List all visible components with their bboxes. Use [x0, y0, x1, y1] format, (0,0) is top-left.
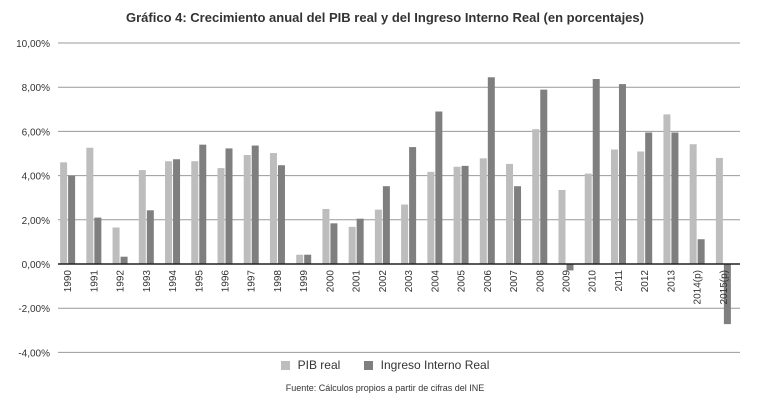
x-tick-label: 1995 — [194, 270, 205, 293]
x-tick-label: 1998 — [273, 270, 284, 293]
legend: PIB real Ingreso Interno Real — [0, 358, 770, 373]
bar-pib — [558, 189, 566, 264]
x-tick-label: 1999 — [299, 270, 310, 293]
bar-pib — [637, 151, 645, 264]
bar-ingreso — [697, 239, 705, 264]
x-tick-label: 1993 — [142, 270, 153, 293]
bar-pib — [243, 155, 251, 264]
bar-pib — [86, 147, 94, 264]
bar-pib — [138, 170, 146, 264]
bar-ingreso — [618, 84, 626, 264]
bar-ingreso — [487, 77, 495, 264]
bar-pib — [427, 171, 435, 264]
x-tick-label: 1997 — [247, 270, 258, 293]
bar-pib — [584, 173, 592, 264]
x-tick-label: 2011 — [614, 270, 625, 292]
bar-ingreso — [330, 223, 338, 264]
bar-ingreso — [277, 165, 285, 264]
legend-item-ingreso: Ingreso Interno Real — [363, 358, 490, 372]
bar-ingreso — [173, 159, 181, 264]
bar-ingreso — [68, 175, 76, 264]
bar-ingreso — [723, 264, 731, 325]
x-tick-label: 2008 — [535, 270, 546, 293]
bar-ingreso — [225, 148, 233, 264]
bar-pib — [401, 204, 409, 264]
bar-pib — [689, 144, 697, 264]
bar-pib — [479, 158, 487, 264]
bar-pib — [374, 209, 382, 264]
bar-pib — [610, 149, 618, 264]
bar-pib — [506, 163, 514, 264]
x-tick-label: 2010 — [588, 270, 599, 293]
bar-pib — [532, 129, 540, 264]
bar-ingreso — [409, 147, 417, 264]
bar-ingreso — [435, 111, 443, 264]
legend-swatch — [363, 360, 373, 370]
bar-ingreso — [356, 218, 364, 264]
bar-pib — [453, 166, 461, 264]
bar-pib — [348, 226, 356, 264]
bar-pib — [165, 161, 173, 264]
bar-pib — [217, 168, 225, 264]
legend-swatch — [280, 360, 290, 370]
bar-ingreso — [540, 89, 548, 264]
x-tick-label: 2001 — [352, 270, 363, 293]
bar-ingreso — [120, 256, 128, 264]
x-tick-label: 2013 — [666, 270, 677, 293]
bar-ingreso — [645, 132, 653, 264]
x-tick-label: 2003 — [404, 270, 415, 293]
y-tick-label: 10,00% — [16, 39, 50, 50]
bar-pib — [191, 161, 199, 264]
y-tick-label: 2,00% — [22, 216, 50, 227]
legend-item-pib: PIB real — [280, 358, 341, 372]
bar-ingreso — [514, 186, 522, 264]
x-tick-label: 2000 — [325, 270, 336, 293]
x-tick-label: 1990 — [63, 270, 74, 293]
bar-pib — [296, 254, 304, 264]
bar-pib — [60, 162, 68, 264]
x-tick-label: 2007 — [509, 270, 520, 293]
bar-ingreso — [382, 186, 390, 264]
bar-pib — [715, 157, 723, 264]
x-tick-label: 1996 — [221, 270, 232, 293]
x-tick-label: 2006 — [483, 270, 494, 293]
legend-label: Ingreso Interno Real — [380, 358, 490, 372]
bar-ingreso — [199, 144, 207, 264]
legend-label: PIB real — [297, 358, 341, 372]
bar-pib — [322, 208, 330, 264]
y-tick-label: 4,00% — [22, 172, 50, 183]
x-tick-label: 1994 — [168, 270, 179, 293]
y-tick-label: 8,00% — [22, 83, 50, 94]
x-tick-label: 1991 — [89, 270, 100, 293]
x-tick-label: 2005 — [457, 270, 468, 293]
bar-pib — [663, 114, 671, 265]
x-tick-label: 2012 — [640, 270, 651, 293]
chart-title: Gráfico 4: Crecimiento anual del PIB rea… — [126, 10, 644, 25]
y-tick-label: -2,00% — [18, 304, 50, 315]
bar-ingreso — [671, 132, 679, 264]
bar-pib — [112, 227, 120, 264]
y-tick-label: -4,00% — [18, 348, 50, 359]
x-tick-label: 2002 — [378, 270, 389, 293]
y-tick-label: 6,00% — [22, 127, 50, 138]
bar-ingreso — [566, 264, 574, 271]
bar-ingreso — [146, 210, 154, 264]
bar-ingreso — [251, 145, 259, 264]
x-tick-label: 2004 — [430, 270, 441, 293]
bar-ingreso — [461, 165, 469, 264]
bar-ingreso — [304, 254, 312, 264]
x-tick-label: 2015(p) — [719, 270, 730, 304]
x-tick-label: 1992 — [116, 270, 127, 293]
x-tick-label: 2014(p) — [693, 270, 704, 304]
x-tick-label: 2009 — [562, 270, 573, 293]
y-tick-label: 0,00% — [22, 260, 50, 271]
bar-pib — [269, 153, 277, 264]
source-note: Fuente: Cálculos propios a partir de cif… — [285, 383, 485, 393]
bar-ingreso — [592, 79, 600, 264]
bar-ingreso — [94, 217, 102, 264]
